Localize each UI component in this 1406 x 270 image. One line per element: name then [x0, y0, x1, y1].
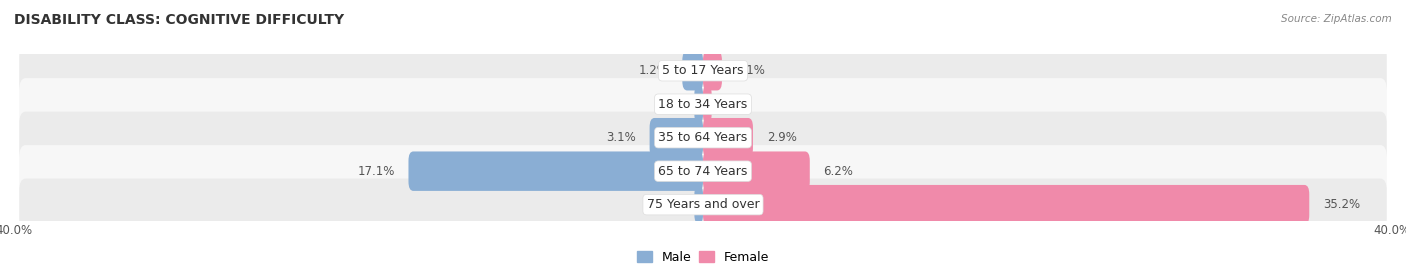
FancyBboxPatch shape [703, 51, 721, 90]
FancyBboxPatch shape [695, 186, 703, 223]
FancyBboxPatch shape [695, 86, 703, 123]
FancyBboxPatch shape [20, 45, 1386, 97]
FancyBboxPatch shape [650, 118, 703, 157]
Text: DISABILITY CLASS: COGNITIVE DIFFICULTY: DISABILITY CLASS: COGNITIVE DIFFICULTY [14, 14, 344, 28]
Text: 6.2%: 6.2% [824, 165, 853, 178]
FancyBboxPatch shape [20, 112, 1386, 164]
Text: 5 to 17 Years: 5 to 17 Years [662, 64, 744, 77]
FancyBboxPatch shape [409, 151, 703, 191]
Legend: Male, Female: Male, Female [631, 246, 775, 269]
Text: 3.1%: 3.1% [606, 131, 636, 144]
Text: 35 to 64 Years: 35 to 64 Years [658, 131, 748, 144]
Text: 1.2%: 1.2% [638, 64, 669, 77]
Text: 0.0%: 0.0% [659, 98, 689, 111]
FancyBboxPatch shape [682, 51, 703, 90]
Text: 75 Years and over: 75 Years and over [647, 198, 759, 211]
FancyBboxPatch shape [703, 151, 810, 191]
Text: 35.2%: 35.2% [1323, 198, 1360, 211]
Text: 0.0%: 0.0% [659, 198, 689, 211]
FancyBboxPatch shape [703, 185, 1309, 224]
Text: 0.0%: 0.0% [717, 98, 747, 111]
Text: 65 to 74 Years: 65 to 74 Years [658, 165, 748, 178]
Text: 17.1%: 17.1% [357, 165, 395, 178]
FancyBboxPatch shape [20, 178, 1386, 231]
FancyBboxPatch shape [703, 118, 754, 157]
Text: Source: ZipAtlas.com: Source: ZipAtlas.com [1281, 14, 1392, 23]
Text: 1.1%: 1.1% [735, 64, 766, 77]
FancyBboxPatch shape [703, 86, 711, 123]
FancyBboxPatch shape [20, 78, 1386, 130]
Text: 18 to 34 Years: 18 to 34 Years [658, 98, 748, 111]
FancyBboxPatch shape [20, 145, 1386, 197]
Text: 2.9%: 2.9% [766, 131, 797, 144]
